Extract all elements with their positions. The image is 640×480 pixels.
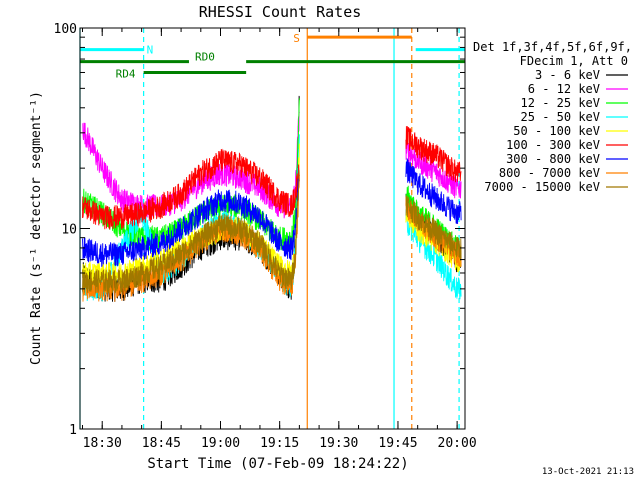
x-tick-label: 18:30 xyxy=(83,436,122,451)
legend-entry-label: 100 - 300 keV xyxy=(506,138,600,152)
series-line xyxy=(82,111,300,219)
footer-timestamp: 13-Oct-2021 21:13 xyxy=(542,467,634,477)
series-line xyxy=(405,157,462,225)
y-axis-label: Count Rate (s⁻¹ detector segment⁻¹) xyxy=(29,91,44,365)
series-line xyxy=(82,148,300,230)
y-tick-label: 1 xyxy=(69,423,77,438)
legend-entry-label: 7000 - 15000 keV xyxy=(484,180,600,194)
x-tick-label: 19:30 xyxy=(319,436,358,451)
state-bar-label: RD0 xyxy=(195,51,215,64)
x-tick-label: 19:45 xyxy=(378,436,417,451)
state-bar-label: RD4 xyxy=(116,67,136,80)
legend-entry-label: 3 - 6 keV xyxy=(535,68,600,82)
x-tick-label: 18:45 xyxy=(142,436,181,451)
legend-header-line-1: Det 1f,3f,4f,5f,6f,9f, xyxy=(473,40,632,54)
legend-header-line-2: FDecim 1, Att 0 xyxy=(520,54,628,68)
legend-entry-label: 50 - 100 keV xyxy=(513,124,600,138)
legend: Det 1f,3f,4f,5f,6f,9f, FDecim 1, Att 0 xyxy=(473,40,632,68)
x-tick-label: 20:00 xyxy=(438,436,477,451)
state-bar-label: N xyxy=(147,44,154,57)
x-axis-label: Start Time (07-Feb-09 18:24:22) xyxy=(147,456,408,472)
y-tick-label: 10 xyxy=(61,223,77,238)
chart-title: RHESSI Count Rates xyxy=(199,3,362,21)
series-line xyxy=(405,126,462,183)
series-line xyxy=(405,194,462,261)
legend-entry-label: 800 - 7000 keV xyxy=(499,166,600,180)
legend-entry-label: 6 - 12 keV xyxy=(528,82,600,96)
legend-entry-label: 25 - 50 keV xyxy=(521,110,600,124)
legend-entry-label: 12 - 25 keV xyxy=(521,96,600,110)
legend-entry-label: 300 - 800 keV xyxy=(506,152,600,166)
series-line xyxy=(82,169,300,294)
x-tick-label: 19:00 xyxy=(201,436,240,451)
series-line xyxy=(82,175,300,267)
x-tick-label: 19:15 xyxy=(260,436,299,451)
y-tick-label: 100 xyxy=(54,22,77,37)
state-bar-label: S xyxy=(293,32,300,45)
series-line xyxy=(405,209,462,300)
